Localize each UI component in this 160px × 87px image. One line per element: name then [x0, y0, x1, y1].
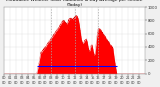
Title: Milwaukee Weather Solar Radiation & Day Average per Minute (Today): Milwaukee Weather Solar Radiation & Day … [7, 0, 143, 7]
